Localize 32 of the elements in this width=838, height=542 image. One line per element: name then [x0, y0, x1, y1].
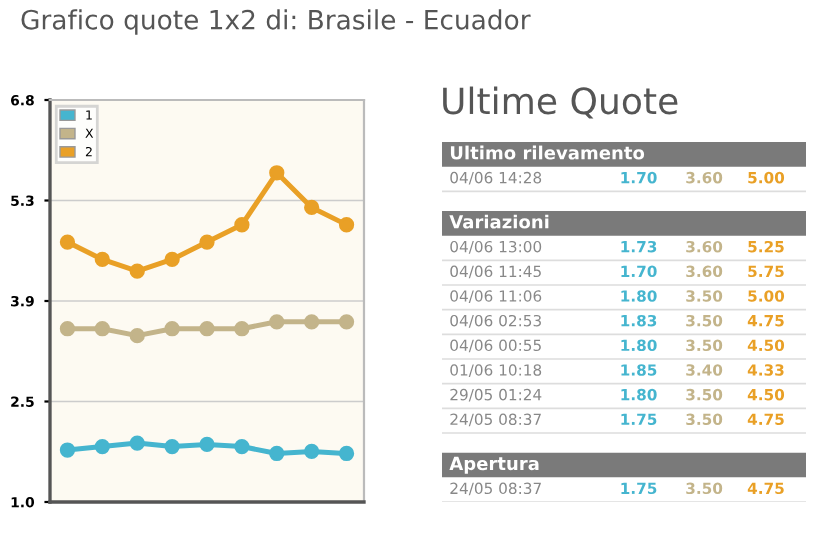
point [129, 263, 145, 279]
point [199, 436, 215, 453]
point [164, 321, 180, 337]
point [164, 251, 180, 268]
point [59, 234, 76, 250]
point [304, 199, 320, 216]
point [304, 443, 320, 460]
point [94, 251, 110, 268]
text: Ultime Quote [443, 86, 678, 119]
point [164, 438, 180, 455]
point [199, 321, 215, 337]
point [269, 445, 285, 462]
chart-title: Grafico quote 1x2 di: Brasile - Ecuador [21, 9, 531, 35]
point [234, 321, 250, 337]
point [59, 321, 76, 337]
point [234, 217, 250, 233]
point [94, 321, 110, 337]
point [199, 234, 215, 250]
point [338, 445, 355, 462]
text: Ultimo rilevamento [450, 145, 645, 160]
text: Variazioni [449, 214, 549, 229]
point [269, 314, 285, 330]
point [338, 217, 355, 233]
point [234, 438, 250, 455]
point [269, 165, 285, 181]
point [129, 435, 145, 451]
point [94, 438, 110, 455]
point [59, 442, 76, 458]
text: Apertura [449, 456, 539, 474]
point [304, 314, 320, 330]
point [338, 314, 355, 330]
point [129, 328, 145, 344]
